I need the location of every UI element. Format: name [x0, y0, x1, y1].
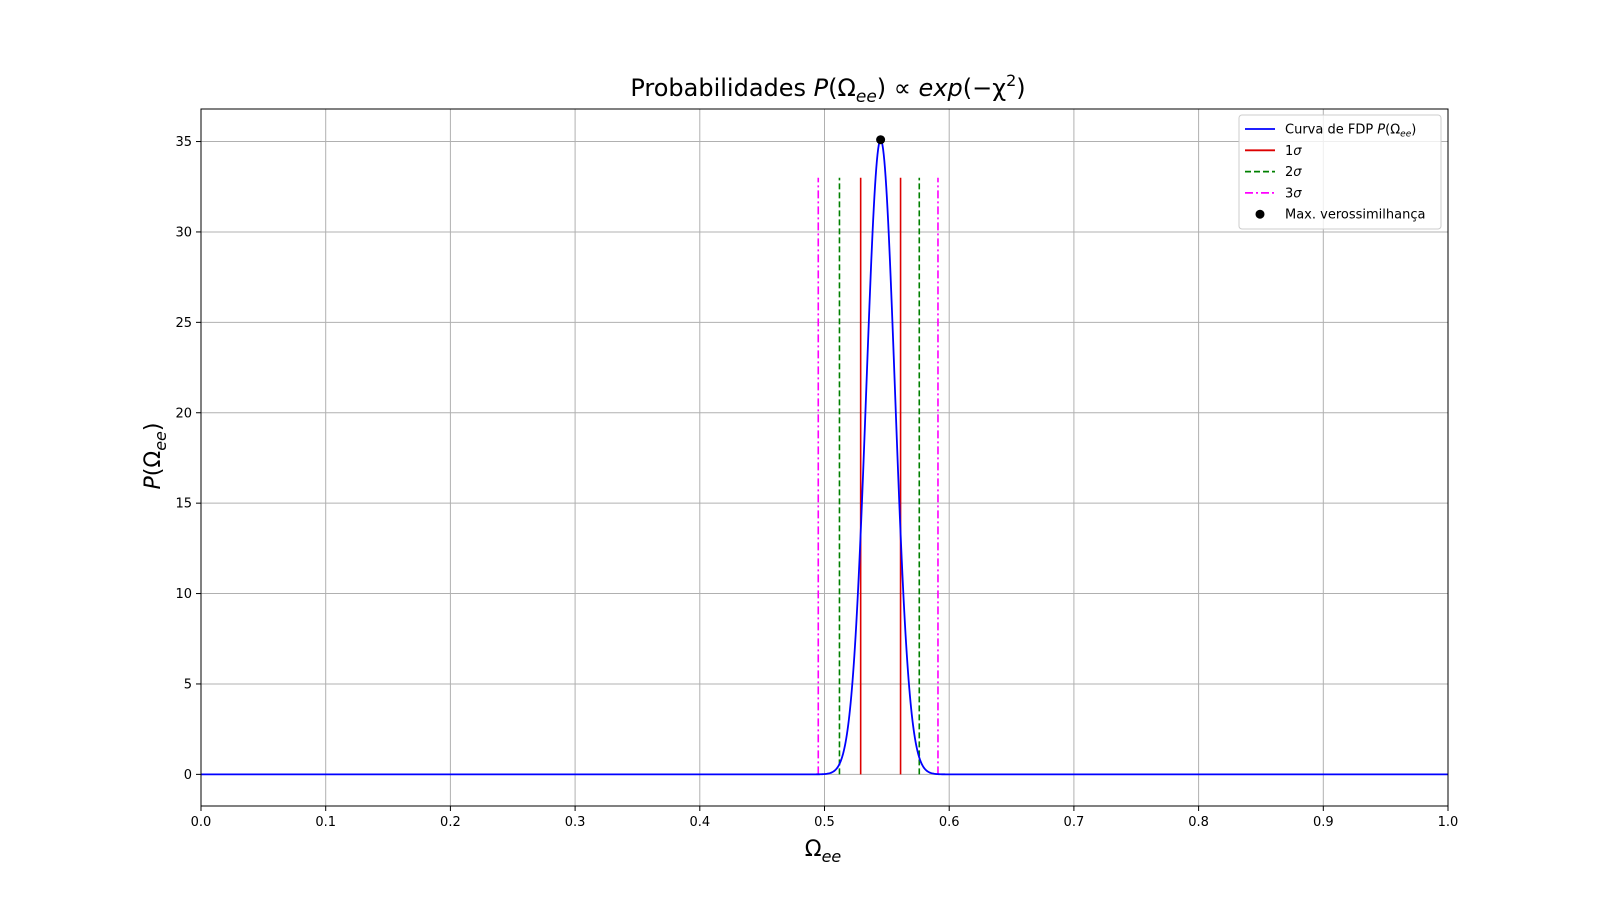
y-tick-label: 0 [184, 768, 192, 783]
y-tick-label: 30 [175, 225, 192, 240]
legend-label: Curva de FDP P(Ωee) [1285, 123, 1416, 140]
x-tick-label: 0.5 [814, 815, 835, 830]
plot-area: 0.0 0.1 0.2 0.3 0.4 0.5 0.6 0.7 0.8 0.9 1.0 0 5 10 15 2… [175, 108, 1459, 830]
legend-label: 1σ [1285, 144, 1302, 159]
x-tick-label: 1.0 [1438, 815, 1459, 830]
x-axis-label: Ωee [805, 837, 842, 866]
x-tick-label: 0.9 [1313, 815, 1334, 830]
x-tick-label: 0.6 [939, 815, 960, 830]
legend-label: 3σ [1285, 186, 1302, 201]
x-tick-label: 0.3 [565, 815, 586, 830]
y-tick-label: 25 [175, 316, 192, 331]
x-tick-label: 0.2 [440, 815, 461, 830]
x-tick-label: 0.0 [191, 815, 212, 830]
y-tick-label: 35 [175, 135, 192, 150]
legend-label: 2σ [1285, 165, 1302, 180]
y-tick-label: 10 [175, 587, 192, 602]
x-tick-label: 0.1 [315, 815, 336, 830]
x-tick-label: 0.4 [689, 815, 710, 830]
max-likelihood-point [876, 135, 886, 145]
legend-box [1238, 114, 1442, 230]
legend-marker [1255, 209, 1265, 219]
chart-title: Probabilidades P(Ωee) ∝ exp(−χ2) [630, 71, 1025, 107]
y-axis-label: P(Ωee) [141, 423, 170, 490]
pdf-curve [201, 138, 1448, 776]
x-tick-label: 0.7 [1064, 815, 1085, 830]
y-tick-label: 5 [184, 677, 192, 692]
legend-label: Max. verossimilhança [1285, 208, 1425, 223]
x-tick-label: 0.8 [1188, 815, 1209, 830]
legend: Curva de FDP P(Ωee) 1σ 2σ 3σ Max. verossimil… [1238, 114, 1442, 230]
y-tick-label: 15 [175, 497, 192, 512]
y-tick-label: 20 [175, 406, 192, 421]
